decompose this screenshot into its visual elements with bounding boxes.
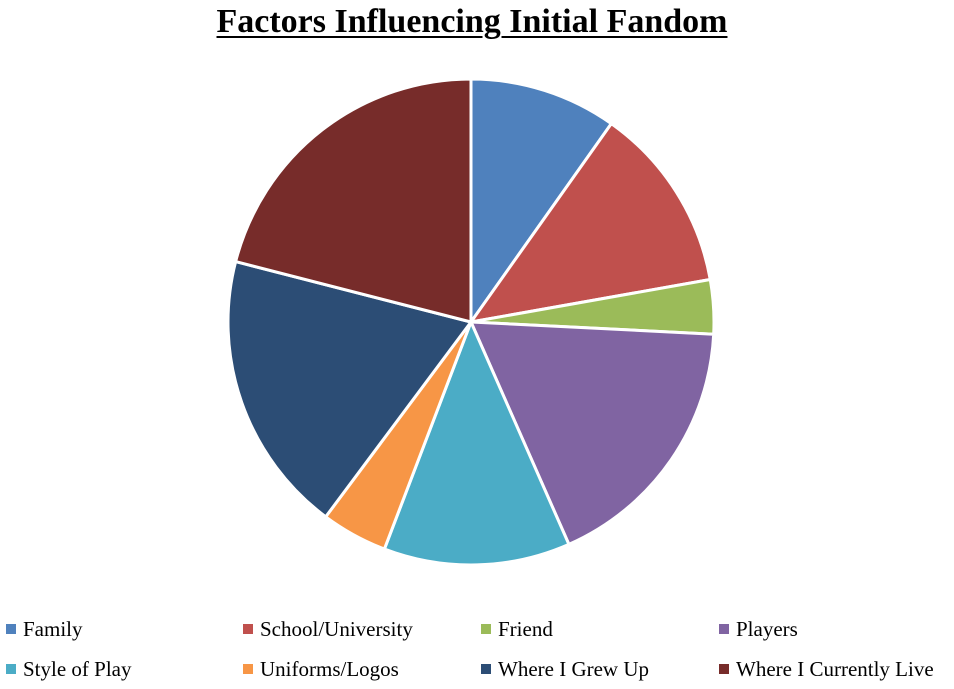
legend-label: Friend (498, 617, 553, 641)
legend-item-players: Players (719, 614, 798, 644)
pie-slice-players (469, 320, 716, 546)
legend-item-school-university: School/University (243, 614, 413, 644)
pie-slice-family (469, 77, 613, 324)
legend-item-where-i-currently-live: Where I Currently Live (719, 654, 934, 684)
legend-label: Family (23, 617, 83, 641)
pie-slice-style-of-play (382, 320, 571, 567)
legend-item-style-of-play: Style of Play (6, 654, 132, 684)
legend-swatch (481, 624, 491, 634)
legend-label: Where I Grew Up (498, 657, 650, 681)
legend-item-where-i-grew-up: Where I Grew Up (481, 654, 649, 684)
legend-item-uniforms-logos: Uniforms/Logos (243, 654, 399, 684)
pie-slice-school-university (469, 122, 712, 324)
legend-item-friend: Friend (481, 614, 553, 644)
legend-swatch (6, 664, 16, 674)
chart-title: Factors Influencing Initial Fandom (216, 3, 728, 40)
legend-swatch (719, 664, 729, 674)
legend-swatch (243, 624, 253, 634)
legend-label: Players (736, 617, 798, 641)
legend-label: Style of Play (23, 657, 132, 681)
pie-chart (226, 77, 716, 567)
legend-label: School/University (260, 617, 413, 641)
legend-item-family: Family (6, 614, 83, 644)
legend-label: Where I Currently Live (736, 657, 934, 681)
legend-label: Uniforms/Logos (260, 657, 399, 681)
legend-swatch (243, 664, 253, 674)
legend-swatch (719, 624, 729, 634)
pie-slice-where-i-grew-up (226, 260, 473, 519)
pie-slice-where-i-currently-live (234, 77, 473, 324)
pie-slices (226, 77, 716, 567)
chart-legend: Family School/University Friend Players Styl… (0, 610, 954, 689)
legend-swatch (6, 624, 16, 634)
legend-swatch (481, 664, 491, 674)
